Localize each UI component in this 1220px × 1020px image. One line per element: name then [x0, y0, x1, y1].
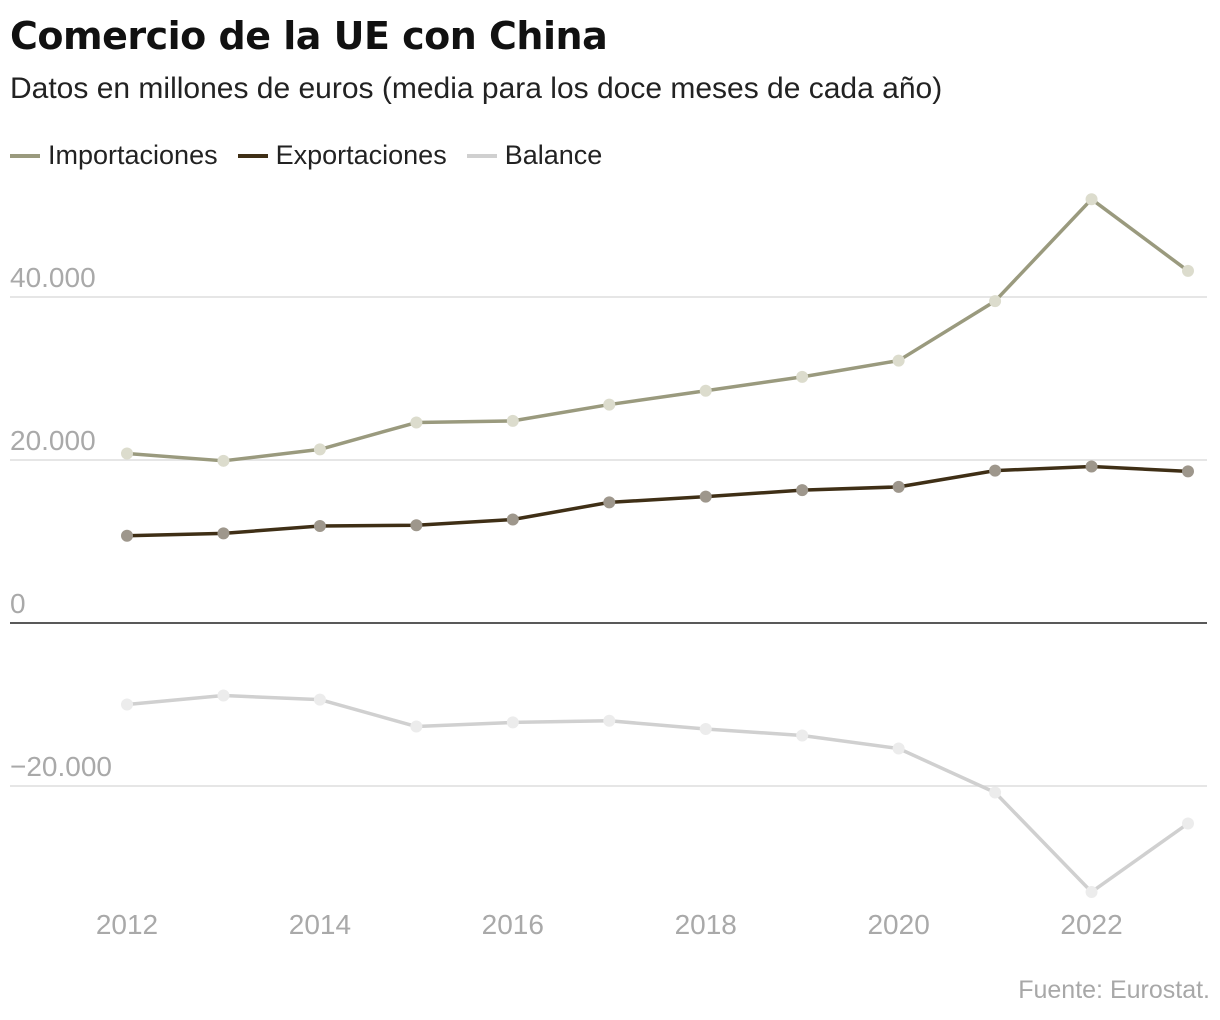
point-exportaciones-2016	[506, 513, 519, 526]
point-balance-2020	[892, 742, 905, 755]
point-balance-2022	[1085, 885, 1098, 898]
legend-swatch-exportaciones	[237, 153, 268, 158]
point-importaciones-2018	[699, 384, 712, 397]
point-importaciones-2023	[1182, 264, 1194, 277]
x-tick-label-2016: 2016	[482, 909, 544, 940]
series-line-balance	[125, 693, 1190, 894]
point-exportaciones-2017	[603, 496, 616, 509]
series-line-importaciones	[125, 197, 1190, 463]
y-tick-label-0: 40.000	[10, 262, 96, 293]
point-exportaciones-2013	[217, 527, 230, 540]
point-balance-2016	[506, 716, 519, 729]
point-balance-2013	[217, 689, 230, 702]
series-importaciones	[121, 193, 1194, 467]
point-balance-2014	[313, 693, 326, 706]
x-tick-labels: 2012 2014 2016 2018 2020 2022	[96, 909, 1123, 940]
series-line-exportaciones	[125, 464, 1190, 538]
point-balance-2018	[699, 722, 712, 735]
legend-label-balance: Balance	[504, 140, 603, 170]
point-balance-2019	[796, 729, 809, 742]
point-importaciones-2016	[506, 414, 519, 427]
point-importaciones-2012	[121, 447, 133, 460]
point-importaciones-2014	[313, 443, 326, 456]
point-balance-2023	[1182, 817, 1194, 830]
point-exportaciones-2023	[1182, 465, 1194, 478]
legend-swatch-balance	[466, 153, 497, 158]
source-note: Fuente: Eurostat.	[1018, 976, 1210, 1004]
point-importaciones-2022	[1085, 193, 1098, 206]
x-tick-label-2020: 2020	[867, 909, 929, 940]
y-tick-label-1: 20.000	[10, 425, 96, 456]
point-exportaciones-2021	[989, 464, 1002, 477]
point-exportaciones-2014	[313, 520, 326, 533]
legend-label-exportaciones: Exportaciones	[275, 140, 447, 170]
series-layer	[121, 193, 1194, 898]
y-tick-label-3: −20.000	[10, 751, 112, 782]
point-importaciones-2019	[796, 370, 809, 383]
x-tick-label-2014: 2014	[289, 909, 351, 940]
point-exportaciones-2022	[1085, 460, 1098, 473]
point-balance-2017	[603, 714, 616, 727]
point-balance-2012	[121, 698, 133, 711]
point-balance-2021	[989, 786, 1002, 799]
series-balance	[121, 689, 1194, 898]
legend-item-balance: Balance	[466, 140, 603, 171]
point-exportaciones-2015	[410, 519, 423, 532]
grid-layer	[10, 296, 1207, 787]
point-importaciones-2015	[410, 416, 423, 429]
point-exportaciones-2020	[892, 480, 905, 493]
series-exportaciones	[121, 460, 1194, 542]
x-tick-label-2022: 2022	[1060, 909, 1122, 940]
point-exportaciones-2018	[699, 490, 712, 503]
legend-swatch-importaciones	[10, 153, 40, 158]
point-importaciones-2020	[892, 354, 905, 367]
point-exportaciones-2012	[121, 529, 133, 542]
x-tick-label-2018: 2018	[675, 909, 737, 940]
legend: Importaciones Exportaciones Balance	[10, 140, 622, 171]
x-tick-label-2012: 2012	[96, 909, 158, 940]
point-importaciones-2017	[603, 398, 616, 411]
chart-subtitle: Datos en millones de euros (media para l…	[10, 72, 943, 105]
chart-title: Comercio de la UE con China	[10, 14, 608, 58]
point-exportaciones-2019	[796, 484, 809, 497]
point-importaciones-2013	[217, 454, 230, 467]
legend-label-importaciones: Importaciones	[48, 140, 218, 170]
y-tick-label-2: 0	[10, 588, 26, 619]
point-importaciones-2021	[989, 295, 1002, 308]
legend-item-importaciones: Importaciones	[10, 140, 218, 171]
y-tick-labels: 40.000 20.000 0 −20.000	[10, 262, 112, 782]
legend-item-exportaciones: Exportaciones	[237, 140, 447, 171]
point-balance-2015	[410, 720, 423, 733]
